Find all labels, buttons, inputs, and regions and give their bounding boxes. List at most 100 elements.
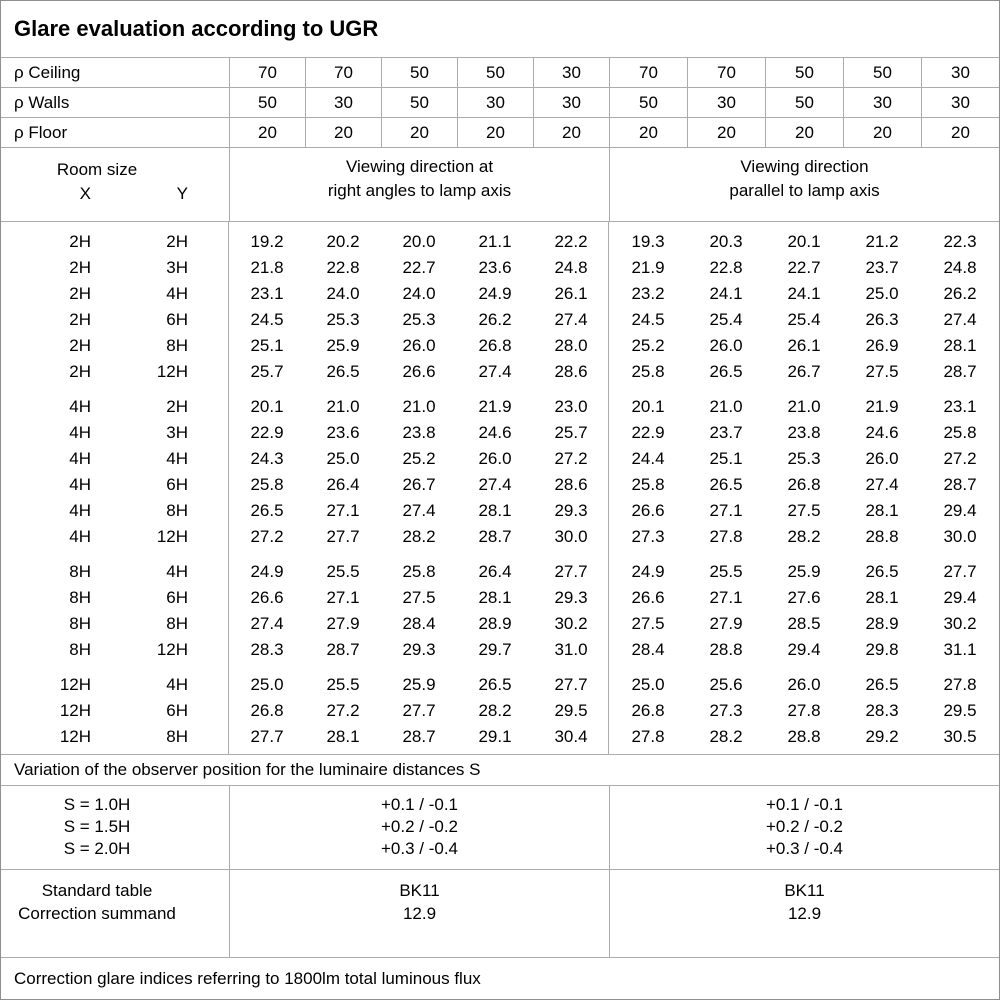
group-left-line2: right angles to lamp axis bbox=[327, 181, 512, 200]
ugr-data-area: 2H 2H 19.2 20.2 20.0 21.1 22.2 19.3 20.3 20.1 21.2… bbox=[1, 222, 999, 755]
ugr-value-cell: 20.1 bbox=[250, 397, 284, 416]
ugr-value-cell: 28.4 bbox=[631, 640, 665, 659]
rho-ceiling-value: 50 bbox=[457, 58, 533, 87]
ugr-value-cell: 22.8 bbox=[326, 258, 360, 277]
ugr-value-cell: 27.8 bbox=[709, 527, 743, 546]
ugr-value-cell: 24.8 bbox=[554, 258, 588, 277]
viewing-direction-right-angles-header: Viewing direction at right angles to lam… bbox=[229, 148, 609, 221]
room-x-cell: 2H bbox=[69, 232, 91, 251]
table-row: 12H 4H 25.0 25.5 25.9 26.5 27.7 25.0 25.6 26.0 26.… bbox=[1, 672, 999, 698]
ugr-value-cell: 26.8 bbox=[787, 475, 821, 494]
table-row: 8H 12H 28.3 28.7 29.3 29.7 31.0 28.4 28.8 29.4 29.… bbox=[1, 637, 999, 663]
ugr-value-cell: 26.0 bbox=[787, 675, 821, 694]
ugr-value-cell: 28.1 bbox=[943, 336, 977, 355]
ugr-value-cell: 25.4 bbox=[709, 310, 743, 329]
ugr-value-cell: 24.5 bbox=[250, 310, 284, 329]
room-y-cell: 12H bbox=[156, 362, 188, 381]
s-value: +0.1 / -0.1 bbox=[765, 795, 844, 814]
table-row: 8H 6H 26.6 27.1 27.5 28.1 29.3 26.6 27.1 27.6 28.1… bbox=[1, 585, 999, 611]
ugr-value-cell: 28.8 bbox=[787, 727, 821, 746]
ugr-value-cell: 23.8 bbox=[402, 423, 436, 442]
ugr-value-cell: 25.2 bbox=[631, 336, 665, 355]
ugr-value-cell: 28.9 bbox=[865, 614, 899, 633]
room-y-cell: 3H bbox=[166, 423, 188, 442]
ugr-value-cell: 27.1 bbox=[326, 501, 360, 520]
table-row: 2H 12H 25.7 26.5 26.6 27.4 28.6 25.8 26.5 26.7 27.… bbox=[1, 359, 999, 385]
ugr-value-cell: 28.6 bbox=[554, 362, 588, 381]
ugr-value-cell: 27.4 bbox=[865, 475, 899, 494]
room-y-cell: 12H bbox=[156, 640, 188, 659]
room-x-cell: 2H bbox=[69, 284, 91, 303]
room-y-cell: 6H bbox=[166, 588, 188, 607]
ugr-value-cell: 26.8 bbox=[631, 701, 665, 720]
ugr-value-cell: 25.0 bbox=[865, 284, 899, 303]
ugr-value-cell: 26.5 bbox=[326, 362, 360, 381]
variation-title-row: Variation of the observer position for t… bbox=[1, 755, 999, 786]
room-y-cell: 8H bbox=[166, 727, 188, 746]
room-x-cell: 8H bbox=[69, 562, 91, 581]
room-y-cell: 2H bbox=[166, 397, 188, 416]
ugr-value-cell: 19.2 bbox=[250, 232, 284, 251]
room-y-cell: 8H bbox=[166, 501, 188, 520]
rho-floor-value: 20 bbox=[457, 118, 533, 147]
ugr-value-cell: 26.5 bbox=[478, 675, 512, 694]
ugr-value-cell: 26.7 bbox=[787, 362, 821, 381]
table-row: 8H 4H 24.9 25.5 25.8 26.4 27.7 24.9 25.5 25.9 26.5… bbox=[1, 559, 999, 585]
ugr-value-cell: 20.3 bbox=[709, 232, 743, 251]
ugr-value-cell: 24.5 bbox=[631, 310, 665, 329]
s-value: +0.2 / -0.2 bbox=[765, 817, 844, 836]
room-size-header: Room size X Y bbox=[1, 148, 229, 221]
ugr-value-cell: 24.8 bbox=[943, 258, 977, 277]
rho-ceiling-value: 70 bbox=[687, 58, 765, 87]
ugr-value-cell: 27.3 bbox=[631, 527, 665, 546]
ugr-value-cell: 28.2 bbox=[709, 727, 743, 746]
ugr-value-cell: 27.9 bbox=[709, 614, 743, 633]
ugr-value-cell: 26.2 bbox=[478, 310, 512, 329]
ugr-value-cell: 30.0 bbox=[554, 527, 588, 546]
ugr-value-cell: 23.7 bbox=[709, 423, 743, 442]
s-distance-labels: S = 1.0H S = 1.5H S = 2.0H bbox=[1, 786, 229, 869]
ugr-value-cell: 27.5 bbox=[631, 614, 665, 633]
ugr-value-cell: 29.4 bbox=[787, 640, 821, 659]
ugr-value-cell: 23.1 bbox=[250, 284, 284, 303]
room-size-block: 2H 2H 19.2 20.2 20.0 21.1 22.2 19.3 20.3 20.1 21.2… bbox=[1, 229, 999, 385]
correction-summand-value: 12.9 bbox=[787, 904, 822, 923]
room-x-label: X bbox=[79, 184, 91, 203]
observer-variation-block: S = 1.0H S = 1.5H S = 2.0H +0.1 / -0.1 +… bbox=[1, 786, 999, 870]
rho-walls-value: 30 bbox=[305, 88, 381, 117]
ugr-value-cell: 28.8 bbox=[709, 640, 743, 659]
ugr-value-cell: 27.7 bbox=[554, 675, 588, 694]
ugr-value-cell: 26.5 bbox=[865, 675, 899, 694]
ugr-value-cell: 20.2 bbox=[326, 232, 360, 251]
rho-floor-value: 20 bbox=[687, 118, 765, 147]
rho-walls-label: ρ Walls bbox=[14, 92, 70, 112]
table-row: 2H 6H 24.5 25.3 25.3 26.2 27.4 24.5 25.4 25.4 26.3… bbox=[1, 307, 999, 333]
ugr-value-cell: 27.1 bbox=[709, 588, 743, 607]
ugr-value-cell: 28.7 bbox=[478, 527, 512, 546]
ugr-value-cell: 25.8 bbox=[631, 362, 665, 381]
ugr-value-cell: 27.2 bbox=[326, 701, 360, 720]
rho-floor-value: 20 bbox=[381, 118, 457, 147]
ugr-value-cell: 23.6 bbox=[478, 258, 512, 277]
ugr-value-cell: 25.0 bbox=[326, 449, 360, 468]
ugr-value-cell: 25.1 bbox=[709, 449, 743, 468]
room-y-cell: 4H bbox=[166, 449, 188, 468]
ugr-value-cell: 24.6 bbox=[478, 423, 512, 442]
rho-floor-value: 20 bbox=[843, 118, 921, 147]
ugr-value-cell: 27.4 bbox=[478, 475, 512, 494]
ugr-value-cell: 25.3 bbox=[326, 310, 360, 329]
ugr-value-cell: 26.0 bbox=[402, 336, 436, 355]
ugr-value-cell: 25.0 bbox=[631, 675, 665, 694]
ugr-value-cell: 25.8 bbox=[250, 475, 284, 494]
s-label: S = 1.5H bbox=[63, 817, 131, 836]
ugr-value-cell: 26.4 bbox=[326, 475, 360, 494]
ugr-value-cell: 26.0 bbox=[709, 336, 743, 355]
room-x-cell: 4H bbox=[69, 527, 91, 546]
ugr-value-cell: 28.2 bbox=[787, 527, 821, 546]
ugr-value-cell: 21.0 bbox=[787, 397, 821, 416]
ugr-value-cell: 27.3 bbox=[709, 701, 743, 720]
ugr-value-cell: 28.8 bbox=[865, 527, 899, 546]
ugr-value-cell: 24.9 bbox=[478, 284, 512, 303]
ugr-value-cell: 28.3 bbox=[865, 701, 899, 720]
